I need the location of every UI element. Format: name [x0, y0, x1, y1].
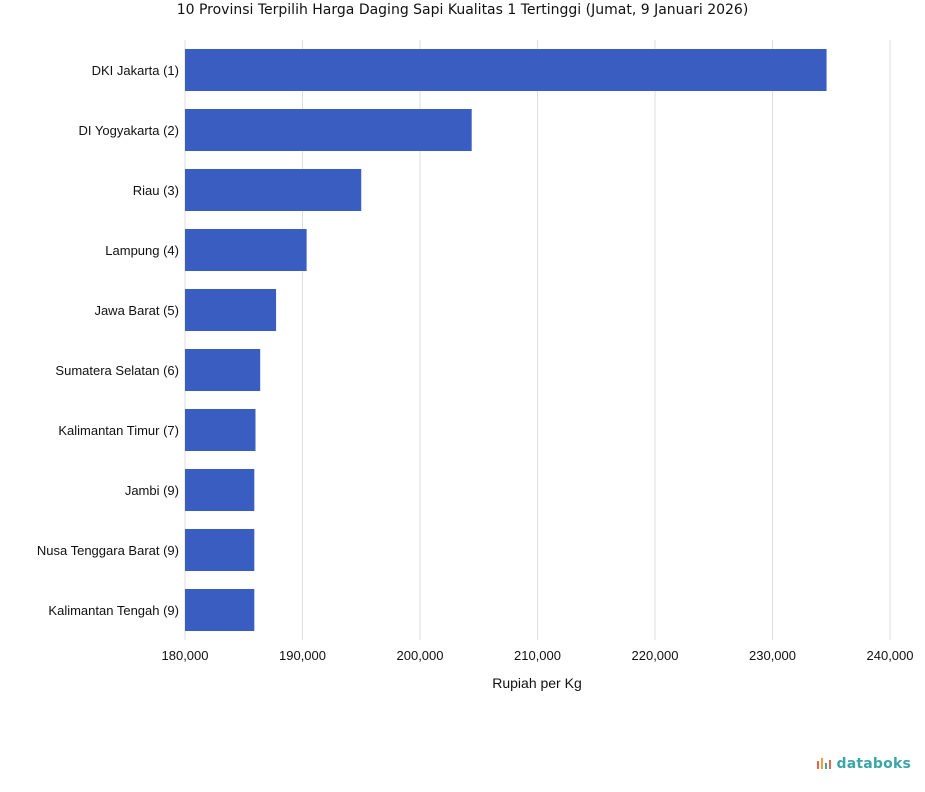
bar[interactable]	[185, 529, 255, 571]
databoks-logo-icon	[816, 758, 831, 769]
y-tick-label: Sumatera Selatan (6)	[55, 363, 179, 378]
x-tick-label: 220,000	[632, 648, 679, 663]
y-tick-label: Kalimantan Timur (7)	[58, 423, 179, 438]
bar[interactable]	[185, 49, 827, 91]
x-tick-label: 240,000	[867, 648, 914, 663]
brand-name: databoks	[836, 756, 911, 772]
x-tick-label: 210,000	[514, 648, 561, 663]
x-tick-label: 180,000	[162, 648, 209, 663]
y-tick-label: DKI Jakarta (1)	[92, 63, 179, 78]
y-tick-label: Riau (3)	[133, 183, 179, 198]
x-tick-label: 230,000	[749, 648, 796, 663]
y-tick-label: Jambi (9)	[125, 483, 179, 498]
x-tick-label: 200,000	[397, 648, 444, 663]
bar[interactable]	[185, 109, 472, 151]
bars	[185, 49, 827, 631]
bar[interactable]	[185, 229, 307, 271]
bar[interactable]	[185, 409, 256, 451]
x-axis-labels: 180,000 190,000 200,000 210,000 220,000 230,0…	[162, 648, 914, 663]
bar[interactable]	[185, 289, 277, 331]
bar[interactable]	[185, 469, 255, 511]
y-tick-label: DI Yogyakarta (2)	[79, 123, 179, 138]
x-tick-label: 190,000	[279, 648, 326, 663]
bar[interactable]	[185, 589, 255, 631]
bar[interactable]	[185, 169, 362, 211]
chart-title: 10 Provinsi Terpilih Harga Daging Sapi K…	[176, 2, 749, 18]
x-axis-title: Rupiah per Kg	[492, 675, 582, 691]
y-axis-labels: DKI Jakarta (1) DI Yogyakarta (2) Riau (3)…	[37, 63, 179, 618]
y-tick-label: Nusa Tenggara Barat (9)	[37, 543, 179, 558]
y-tick-label: Jawa Barat (5)	[94, 303, 179, 318]
y-tick-label: Kalimantan Tengah (9)	[48, 603, 179, 618]
y-tick-label: Lampung (4)	[105, 243, 179, 258]
bar[interactable]	[185, 349, 261, 391]
databoks-brand: databoks	[816, 756, 912, 772]
